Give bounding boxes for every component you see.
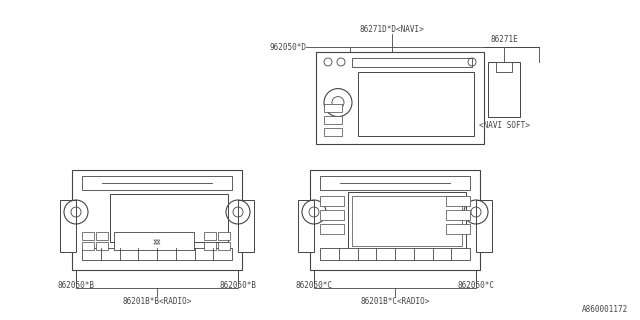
Bar bbox=[218, 232, 230, 240]
Bar bbox=[446, 196, 470, 206]
Text: 962050*D: 962050*D bbox=[269, 43, 306, 52]
Bar bbox=[82, 242, 94, 250]
Text: 862050*C: 862050*C bbox=[296, 281, 333, 290]
Bar bbox=[320, 176, 470, 190]
Text: <NAVI SOFT>: <NAVI SOFT> bbox=[479, 121, 529, 130]
Text: 86271E: 86271E bbox=[490, 35, 518, 44]
Bar bbox=[352, 196, 462, 246]
Bar bbox=[204, 242, 216, 250]
Bar bbox=[488, 62, 520, 117]
Bar bbox=[238, 200, 254, 252]
Bar bbox=[204, 232, 216, 240]
Bar bbox=[298, 200, 314, 252]
Bar bbox=[320, 210, 344, 220]
Bar bbox=[320, 224, 344, 234]
Bar bbox=[320, 248, 470, 260]
Text: 86201B*C<RADIO>: 86201B*C<RADIO> bbox=[360, 297, 429, 306]
Bar bbox=[82, 176, 232, 190]
Bar bbox=[96, 242, 108, 250]
Text: 86271D*D<NAVI>: 86271D*D<NAVI> bbox=[359, 25, 424, 34]
Text: 862050*B: 862050*B bbox=[58, 281, 95, 290]
Bar bbox=[476, 200, 492, 252]
Bar bbox=[348, 192, 466, 250]
Bar bbox=[320, 196, 344, 206]
Bar bbox=[60, 200, 76, 252]
Text: 86201B*B<RADIO>: 86201B*B<RADIO> bbox=[122, 297, 192, 306]
Bar bbox=[114, 232, 194, 250]
Bar bbox=[446, 224, 470, 234]
Text: 862050*B: 862050*B bbox=[220, 281, 257, 290]
Text: A860001172: A860001172 bbox=[582, 305, 628, 314]
Bar bbox=[352, 58, 472, 67]
Bar bbox=[496, 62, 512, 72]
Bar bbox=[324, 104, 342, 112]
Bar bbox=[218, 242, 230, 250]
Bar bbox=[324, 128, 342, 136]
Bar bbox=[316, 52, 484, 144]
Bar bbox=[96, 232, 108, 240]
Bar bbox=[324, 116, 342, 124]
Bar bbox=[72, 170, 242, 270]
Bar bbox=[310, 170, 480, 270]
Text: 862050*C: 862050*C bbox=[458, 281, 495, 290]
Bar bbox=[82, 248, 232, 260]
Bar bbox=[358, 72, 474, 136]
Bar bbox=[446, 210, 470, 220]
Bar bbox=[82, 232, 94, 240]
Bar bbox=[110, 194, 228, 242]
